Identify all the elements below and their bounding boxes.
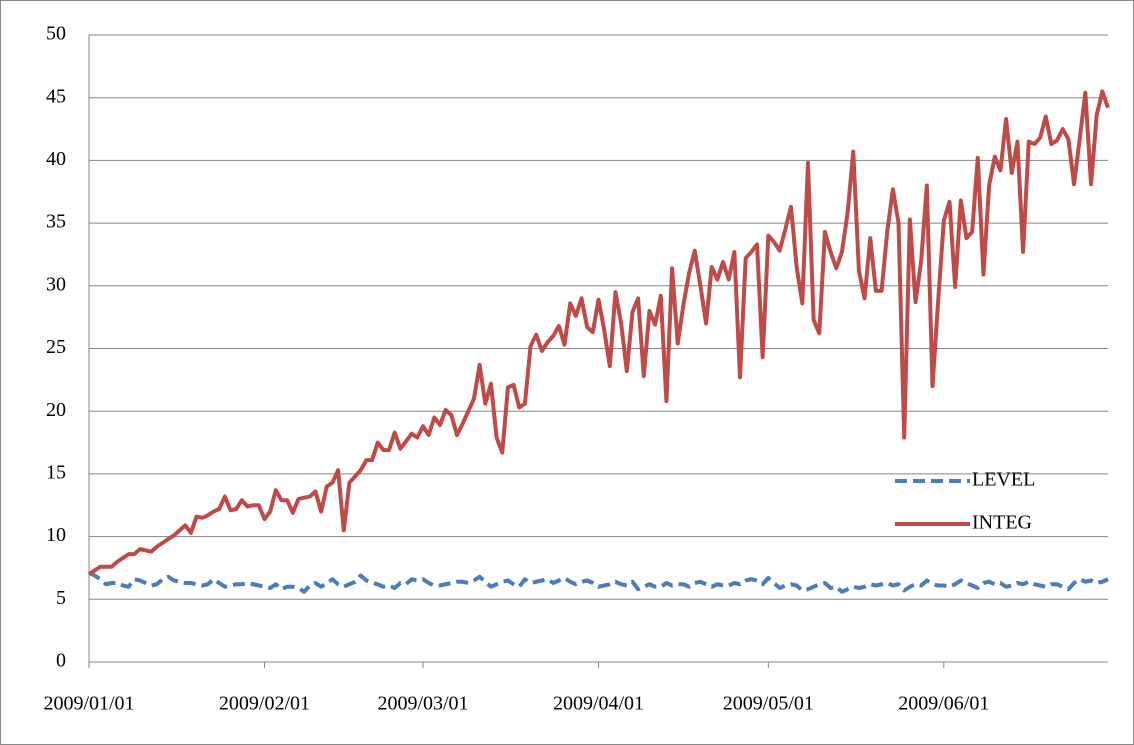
x-tick-label: 2009/01/01 xyxy=(43,693,134,715)
y-tick-label: 40 xyxy=(46,148,66,170)
y-tick-label: 20 xyxy=(46,399,66,421)
x-tick-label: 2009/06/01 xyxy=(898,693,989,715)
x-tick-label: 2009/05/01 xyxy=(723,693,814,715)
y-tick-label: 0 xyxy=(56,650,66,672)
series-line xyxy=(87,89,1110,576)
x-tick-label: 2009/04/01 xyxy=(553,693,644,715)
x-tick-label: 2009/03/01 xyxy=(377,693,468,715)
y-tick-label: 25 xyxy=(46,336,66,358)
y-tick-label: 15 xyxy=(46,461,66,483)
y-tick-label: 45 xyxy=(46,85,66,107)
y-tick-label: 30 xyxy=(46,273,66,295)
y-tick-label: 10 xyxy=(46,524,66,546)
legend-label: INTEG xyxy=(972,512,1032,534)
y-tick-label: 50 xyxy=(46,23,66,45)
legend-label: LEVEL xyxy=(972,469,1035,491)
y-tick-label: 35 xyxy=(46,211,66,233)
x-tick-label: 2009/02/01 xyxy=(219,693,310,715)
y-tick-label: 5 xyxy=(56,587,66,609)
series-line xyxy=(88,571,1109,594)
